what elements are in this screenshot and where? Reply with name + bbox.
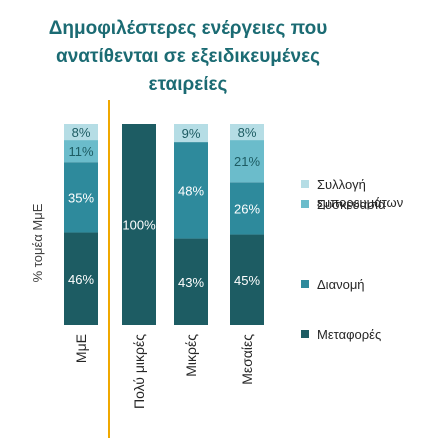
bar-segment xyxy=(64,232,98,325)
category-label: Μεσαίες xyxy=(239,334,255,385)
legend-label: Μεταφορές xyxy=(317,327,381,342)
legend-swatch xyxy=(301,330,309,338)
category-label: Μικρές xyxy=(183,334,199,377)
bar-segment xyxy=(174,238,208,325)
legend-label: Συλλογή xyxy=(317,177,366,192)
bar-segment xyxy=(174,124,208,143)
bars-group xyxy=(64,124,264,325)
bar-segment xyxy=(230,124,264,141)
category-label: ΜμΕ xyxy=(73,334,89,363)
bar-segment xyxy=(174,142,208,239)
data-label: 35% xyxy=(68,190,94,205)
bar-segment xyxy=(230,234,264,325)
bar-segment xyxy=(230,140,264,183)
data-label: 8% xyxy=(72,125,91,140)
legend-label: εμπορευμάτων xyxy=(317,195,403,210)
data-label: 8% xyxy=(238,125,257,140)
legend-label: Συσκευασία xyxy=(317,197,386,212)
data-label: 21% xyxy=(234,154,260,169)
legend-swatch xyxy=(301,200,309,208)
bar-segment xyxy=(230,182,264,235)
data-labels-group: 46% 35% 11% 8% 100% 43% 48% 9% 45% 26% 21% 8% xyxy=(68,125,260,290)
bar-segment xyxy=(64,124,98,141)
legend-label: Διανομή xyxy=(317,277,365,292)
bar-segment xyxy=(122,124,156,325)
bar-segment xyxy=(64,162,98,233)
category-labels-group: ΜμΕ Πολύ μικρές Μικρές Μεσαίες xyxy=(73,334,255,409)
data-label: 43% xyxy=(178,275,204,290)
legend-swatch xyxy=(301,280,309,288)
category-label: Πολύ μικρές xyxy=(131,334,147,409)
legend-swatch xyxy=(301,180,309,188)
y-axis-label: % τομέα ΜμΕ xyxy=(30,203,45,282)
data-label: 9% xyxy=(182,126,201,141)
chart-title-line-1: Δημοφιλέστερες ενέργειες που xyxy=(49,18,328,39)
chart-title-line-3: εταιρείες xyxy=(149,74,228,95)
data-label: 46% xyxy=(68,272,94,287)
data-label: 48% xyxy=(178,183,204,198)
data-label: 11% xyxy=(68,144,93,159)
data-label: 45% xyxy=(234,273,260,288)
data-label: 26% xyxy=(234,201,260,216)
bar-segment xyxy=(64,140,98,163)
data-label: 100% xyxy=(122,218,156,233)
chart-title-line-2: ανατίθενται σε εξειδικευμένες xyxy=(56,46,320,67)
